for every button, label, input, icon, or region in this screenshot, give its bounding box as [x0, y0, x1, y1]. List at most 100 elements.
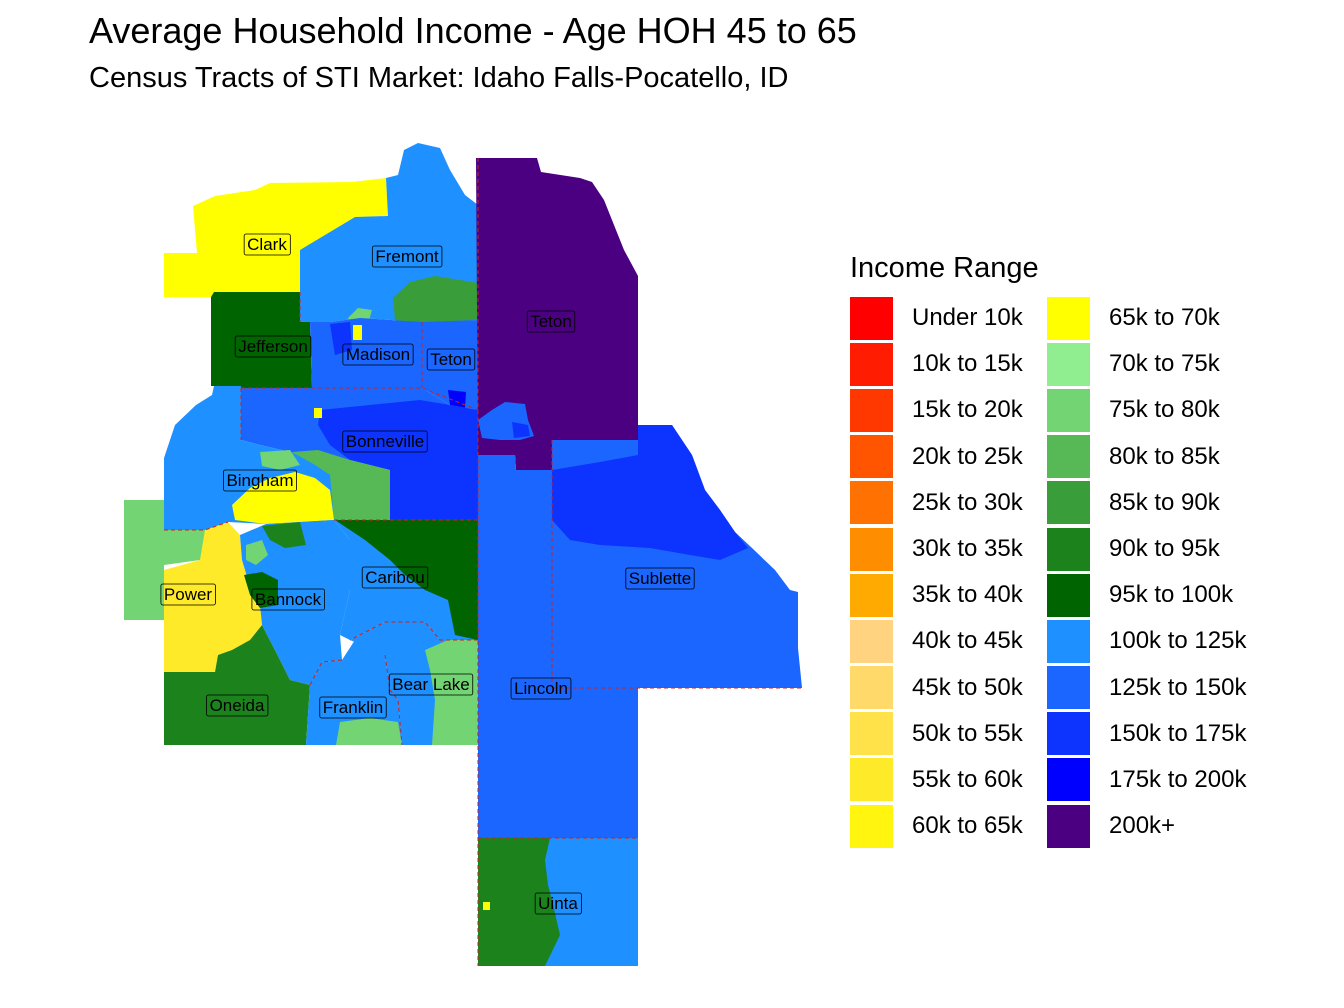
- legend-swatch: [850, 758, 893, 802]
- county-label-box: [342, 343, 414, 366]
- legend-item: 125k to 150k: [1047, 665, 1287, 711]
- county-label-box: [361, 566, 429, 589]
- legend-item: 40k to 45k: [850, 618, 1047, 664]
- county-label-text: Bannock: [255, 590, 322, 609]
- county-label-text: Madison: [346, 345, 410, 364]
- legend-item: 90k to 95k: [1047, 526, 1287, 572]
- tract-caribou-dark: [335, 520, 478, 640]
- legend-swatch: [1047, 435, 1090, 479]
- legend-label: 75k to 80k: [1109, 396, 1220, 424]
- county-label-franklin: Franklin: [319, 696, 387, 719]
- county-label-power: Power: [160, 583, 216, 606]
- legend-swatch: [1047, 573, 1090, 617]
- tract-power: [164, 522, 262, 672]
- legend-swatch: [1047, 388, 1090, 432]
- county-label-caribou: Caribou: [361, 566, 429, 589]
- legend-swatch: [850, 804, 893, 848]
- legend-label: 10k to 15k: [912, 350, 1023, 378]
- county-label-box: [234, 335, 312, 358]
- legend-label: 65k to 70k: [1109, 304, 1220, 332]
- legend: Income Range Under 10k 10k to 15k 15k to 2…: [850, 252, 1287, 849]
- legend-item: 15k to 20k: [850, 387, 1047, 433]
- county-label-box: [625, 567, 695, 590]
- legend-label: 25k to 30k: [912, 488, 1023, 516]
- county-boundaries: [164, 158, 802, 966]
- legend-label: 40k to 45k: [912, 627, 1023, 655]
- tract-madison-yellow: [353, 325, 362, 340]
- legend-item: 25k to 30k: [850, 480, 1047, 526]
- tract-bonneville-dark: [318, 400, 478, 520]
- legend-label: 55k to 60k: [912, 765, 1023, 793]
- legend-swatch: [850, 435, 893, 479]
- tract-sublette-dark: [552, 425, 748, 560]
- legend-label: 175k to 200k: [1109, 765, 1247, 793]
- county-label-bonneville: Bonneville: [342, 430, 428, 453]
- legend-label: Under 10k: [912, 304, 1023, 332]
- legend-item: 175k to 200k: [1047, 757, 1287, 803]
- county-label-box: [251, 588, 325, 611]
- legend-swatch: [850, 573, 893, 617]
- legend-swatch: [1047, 342, 1090, 386]
- legend-swatch: [850, 388, 893, 432]
- legend-label: 50k to 55k: [912, 719, 1023, 747]
- legend-swatch: [1047, 481, 1090, 525]
- legend-item: 45k to 50k: [850, 665, 1047, 711]
- legend-swatch: [1047, 296, 1090, 340]
- tract-madison-dark: [330, 322, 352, 355]
- county-label-text: Fremont: [375, 247, 439, 266]
- county-label-oneida: Oneida: [206, 694, 269, 717]
- county-label-text: Teton: [530, 312, 572, 331]
- county-label-text: Caribou: [365, 568, 425, 587]
- county-label-box: [243, 233, 291, 256]
- legend-swatch: [850, 666, 893, 710]
- legend-item: 10k to 15k: [850, 341, 1047, 387]
- legend-item: 75k to 80k: [1047, 387, 1287, 433]
- county-label-text: Franklin: [323, 698, 383, 717]
- legend-items: Under 10k 10k to 15k 15k to 20k 20k to 25k 2…: [850, 295, 1287, 849]
- tract-teton-wy-blue2: [512, 422, 530, 438]
- legend-item: 50k to 55k: [850, 711, 1047, 757]
- legend-item: 55k to 60k: [850, 757, 1047, 803]
- legend-item: 60k to 65k: [850, 803, 1047, 849]
- tract-bannock-lightgreen: [246, 540, 268, 565]
- tract-bannock: [240, 520, 350, 685]
- legend-item: 30k to 35k: [850, 526, 1047, 572]
- county-label-bingham: Bingham: [223, 469, 297, 492]
- legend-label: 95k to 100k: [1109, 581, 1234, 609]
- legend-item: 100k to 125k: [1047, 618, 1287, 664]
- tract-franklin: [306, 640, 402, 745]
- county-label-bear-lake: Bear Lake: [388, 673, 474, 696]
- legend-item: 70k to 75k: [1047, 341, 1287, 387]
- county-label-box: [223, 469, 297, 492]
- tract-uinta-green: [478, 838, 560, 966]
- legend-swatch: [1047, 666, 1090, 710]
- county-label-box: [510, 677, 572, 700]
- tract-teton-id: [422, 320, 478, 410]
- tract-franklin-green: [336, 718, 402, 745]
- county-label-jefferson: Jefferson: [234, 335, 312, 358]
- legend-label: 45k to 50k: [912, 673, 1023, 701]
- tract-jefferson: [211, 292, 312, 388]
- tract-clark-west: [164, 178, 388, 297]
- legend-item: 80k to 85k: [1047, 434, 1287, 480]
- legend-item: 200k+: [1047, 803, 1287, 849]
- legend-label: 125k to 150k: [1109, 673, 1247, 701]
- county-label-fremont: Fremont: [371, 245, 443, 268]
- county-label-text: Bear Lake: [392, 675, 470, 694]
- county-label-text: Jefferson: [238, 337, 308, 356]
- legend-swatch: [850, 527, 893, 571]
- tract-oneida: [164, 625, 310, 745]
- county-label-box: [371, 245, 443, 268]
- county-label-sublette: Sublette: [625, 567, 695, 590]
- tract-lincoln: [478, 455, 638, 838]
- legend-label: 80k to 85k: [1109, 442, 1220, 470]
- county-label-uinta: Uinta: [534, 892, 582, 915]
- tract-bingham-yellow: [232, 472, 334, 524]
- county-label-text: Oneida: [210, 696, 265, 715]
- legend-title: Income Range: [850, 252, 1039, 284]
- legend-item: 20k to 25k: [850, 434, 1047, 480]
- county-label-madison: Madison: [342, 343, 414, 366]
- legend-swatch: [850, 296, 893, 340]
- county-label-box: [526, 310, 576, 333]
- legend-label: 30k to 35k: [912, 535, 1023, 563]
